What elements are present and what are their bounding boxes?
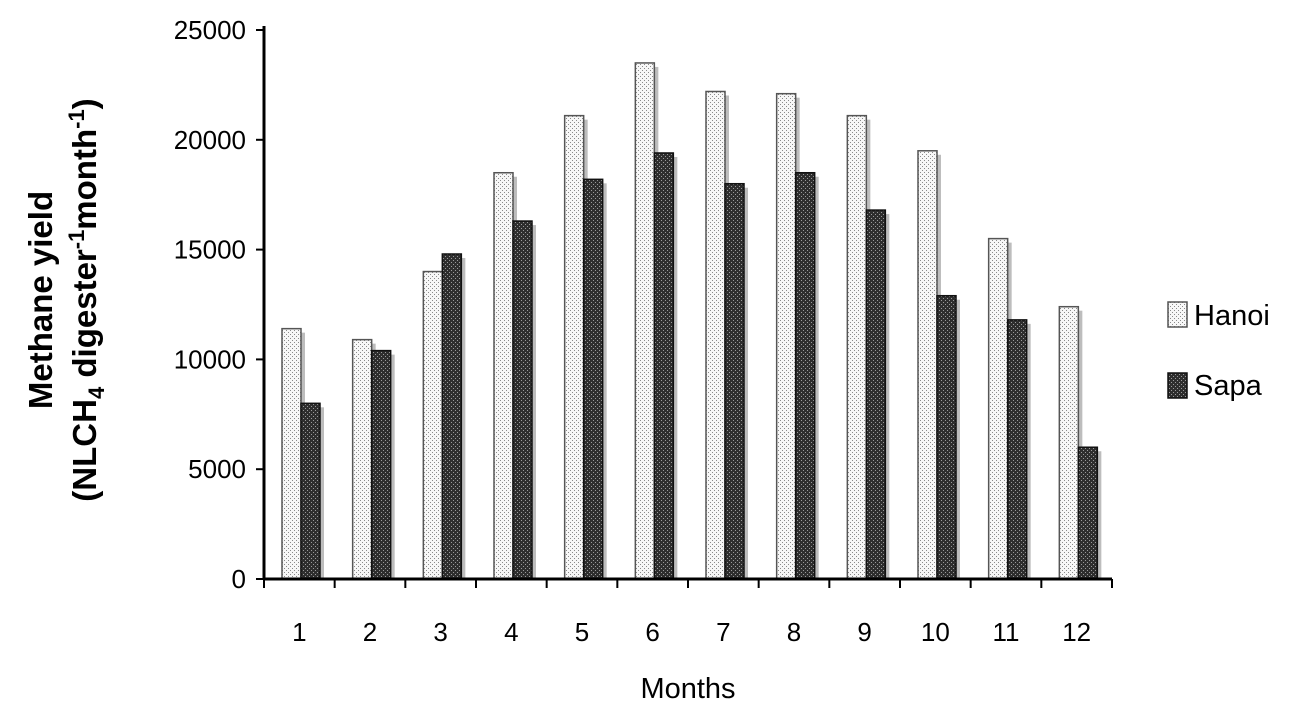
legend: Hanoi Sapa xyxy=(1167,300,1270,402)
bar-sapa-5 xyxy=(582,178,604,580)
x-tick-label: 11 xyxy=(993,617,1020,647)
x-tick-label: 3 xyxy=(433,617,447,647)
x-tick-label: 6 xyxy=(645,617,659,647)
bar-sapa-3 xyxy=(441,253,463,580)
y-axis-title-unit-sup1: -1 xyxy=(64,230,89,250)
bar-sapa-6 xyxy=(653,152,675,580)
y-axis-title-unit-prefix: (NLCH xyxy=(66,399,103,502)
x-tick-label: 1 xyxy=(292,617,306,647)
y-axis-title-unit-mid1: digester xyxy=(66,249,103,387)
x-tick-label: 12 xyxy=(1062,617,1091,647)
bars-layer xyxy=(281,62,1102,580)
bar-sapa-7 xyxy=(724,182,745,580)
y-axis-title: Methane yield (NLCH4 digester-1month-1) xyxy=(22,98,109,501)
bar-hanoi-7 xyxy=(705,90,726,580)
y-axis-title-unit-suffix: ) xyxy=(66,98,103,109)
bar-sapa-2 xyxy=(370,349,392,580)
y-axis-title-line2: (NLCH4 digester-1month-1) xyxy=(64,98,109,501)
bar-hanoi-2 xyxy=(351,338,373,580)
y-tick-label: 25000 xyxy=(174,15,246,45)
legend-label-sapa: Sapa xyxy=(1194,370,1263,402)
bar-hanoi-8 xyxy=(775,92,797,580)
bar-hanoi-6 xyxy=(634,62,656,580)
bar-sapa-11 xyxy=(1006,319,1028,580)
bar-sapa-4 xyxy=(512,220,533,580)
bar-sapa-12 xyxy=(1077,446,1099,580)
x-ticks: 1 2 3 4 5 6 7 8 9 10 11 12 xyxy=(263,579,1113,647)
y-tick-label: 0 xyxy=(232,564,246,594)
bar-hanoi-12 xyxy=(1058,305,1080,580)
legend-swatch-hanoi xyxy=(1167,301,1188,328)
y-axis-title-unit-mid2: month xyxy=(66,129,103,230)
bar-sapa-1 xyxy=(300,402,321,580)
y-axis-title-unit-sub: 4 xyxy=(84,386,109,399)
x-tick-label: 4 xyxy=(504,617,518,647)
bar-sapa-10 xyxy=(936,294,957,580)
y-ticks: 0 5000 10000 15000 20000 25000 xyxy=(174,15,264,594)
x-tick-label: 5 xyxy=(575,617,589,647)
y-tick-label: 10000 xyxy=(174,344,246,374)
bar-hanoi-9 xyxy=(846,114,868,580)
bar-hanoi-3 xyxy=(422,270,444,580)
y-axis-title-unit-sup2: -1 xyxy=(64,109,89,129)
y-tick-label: 20000 xyxy=(174,125,246,155)
y-tick-label: 5000 xyxy=(188,454,246,484)
y-tick-label: 15000 xyxy=(174,235,246,265)
bar-hanoi-10 xyxy=(917,150,938,580)
x-tick-label: 8 xyxy=(787,617,801,647)
bar-hanoi-5 xyxy=(563,114,585,580)
x-tick-label: 10 xyxy=(921,617,950,647)
bar-hanoi-1 xyxy=(281,327,302,580)
x-tick-label: 7 xyxy=(716,617,730,647)
x-axis-title: Months xyxy=(640,673,735,705)
legend-swatch-sapa xyxy=(1167,372,1188,399)
y-axis-title-line1: Methane yield xyxy=(22,191,59,409)
x-tick-label: 2 xyxy=(363,617,377,647)
bar-hanoi-4 xyxy=(493,171,514,580)
legend-label-hanoi: Hanoi xyxy=(1194,300,1270,332)
bar-sapa-8 xyxy=(794,171,816,580)
bar-hanoi-11 xyxy=(987,237,1009,580)
bar-sapa-9 xyxy=(865,209,887,580)
x-tick-label: 9 xyxy=(857,617,871,647)
